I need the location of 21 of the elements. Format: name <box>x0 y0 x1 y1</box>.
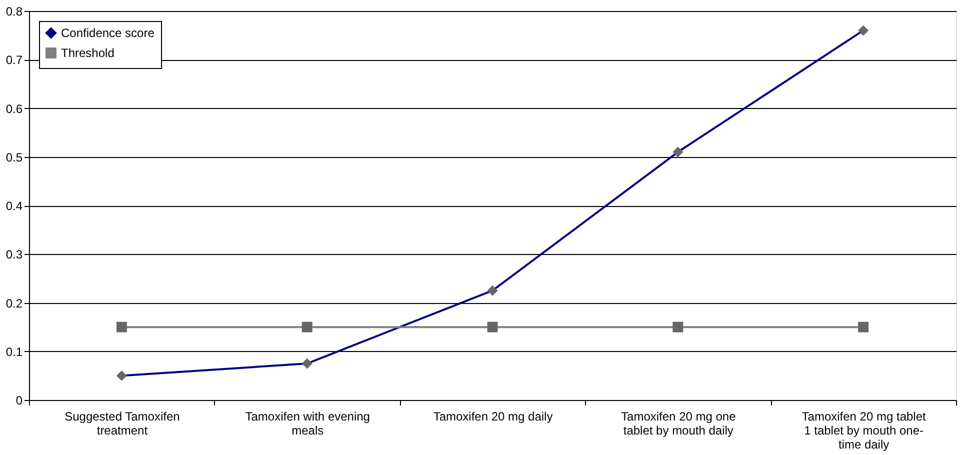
point <box>672 322 684 332</box>
y-tick-label: 0 <box>16 394 23 408</box>
x-tick-label: Tamoxifen with evening meals <box>245 410 370 438</box>
point <box>116 322 127 332</box>
x-tick-label: Tamoxifen 20 mg daily <box>433 410 553 424</box>
legend-label: Confidence score <box>61 26 155 40</box>
x-tick-label: Suggested Tamoxifen treatment <box>64 410 180 438</box>
x-tick-label: Tamoxifen 20 mg tablet 1 tablet by mouth one-time daily <box>802 410 926 452</box>
y-tick-label: 0.7 <box>6 53 23 68</box>
legend-label: Threshold <box>61 46 114 60</box>
y-tick-label: 0.3 <box>6 248 23 262</box>
y-tick-label: 0.2 <box>6 296 23 310</box>
y-tick-label: 0.4 <box>6 199 23 213</box>
y-tick-label: 0.8 <box>6 4 23 18</box>
point <box>302 322 312 332</box>
y-tick-label: 0.5 <box>6 150 23 164</box>
y-tick-label: 0.6 <box>6 102 23 116</box>
point <box>858 322 869 332</box>
x-tick-label: Tamoxifen 20 mg one tablet by mouth daily <box>621 410 736 438</box>
y-tick-label: 0.1 <box>6 344 23 359</box>
point <box>487 322 498 332</box>
